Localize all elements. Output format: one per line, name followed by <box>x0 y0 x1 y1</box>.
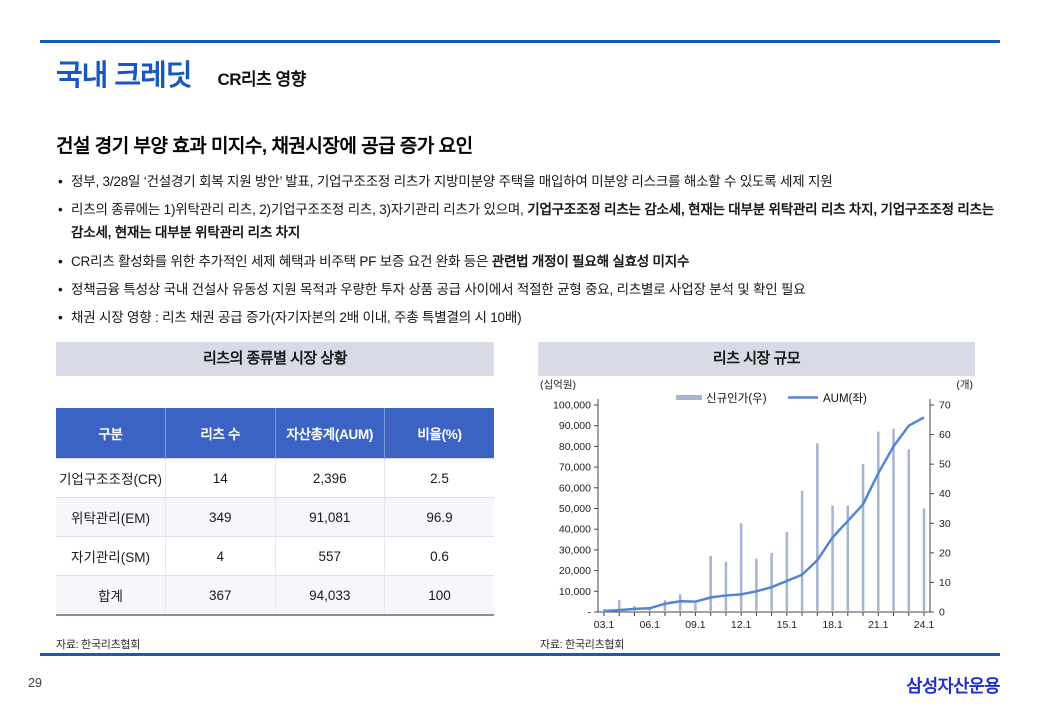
x-axis-tick-label: 06.1 <box>639 619 660 630</box>
page-subtitle: CR리츠 영향 <box>217 70 306 89</box>
cell: 기업구조조정(CR) <box>56 458 166 498</box>
bullet-text: CR리츠 활성화를 위한 추가적인 세제 혜택과 비주택 PF 보증 요건 완화… <box>71 253 492 269</box>
col-header: 자산총계(AUM) <box>274 408 385 459</box>
right-panel: 리츠 시장 규모 - 10,000 20,000 30,000 40,000 50,000… <box>538 342 975 630</box>
bullet-list: 정부, 3/28일 ‘건설경기 회복 지원 방안’ 발표, 기업구조조정 리츠가… <box>58 170 1000 334</box>
cell: 94,033 <box>274 575 385 615</box>
left-axis-tick-label: 80,000 <box>559 441 591 453</box>
left-axis-tick-label: 40,000 <box>559 524 591 536</box>
new-approvals-bars <box>602 428 926 612</box>
left-axis-tick-label: 90,000 <box>559 420 591 432</box>
right-axis-tick-label: 20 <box>939 547 951 559</box>
bullet-text: 채권 시장 영향 : 리츠 채권 공급 증가(자기자본의 2배 이내, 주총 특… <box>71 310 522 326</box>
right-axis-tick-label: 50 <box>939 459 951 471</box>
page-title: 국내 크레딧 <box>56 60 192 92</box>
x-axis-tick-label: 21.1 <box>868 619 889 630</box>
cell: 4 <box>165 536 275 576</box>
left-axis-tick-label: 10,000 <box>559 586 591 598</box>
cell: 349 <box>165 497 275 537</box>
bullet-text: 정부, 3/28일 ‘건설경기 회복 지원 방안’ 발표, 기업구조조정 리츠가… <box>71 174 833 189</box>
table-row: 기업구조조정(CR) 14 2,396 2.5 <box>56 458 494 498</box>
right-axis-tick-label: 10 <box>939 577 951 589</box>
left-panel: 리츠의 종류별 시장 상황 구분 리츠 수 자산총계(AUM) 비율(%) 기업… <box>56 342 494 616</box>
left-axis-tick-label: - <box>588 607 592 619</box>
left-axis-unit: (십억원) <box>540 379 576 391</box>
cell: 위탁관리(EM) <box>56 497 166 537</box>
x-axis-tick-label: 18.1 <box>822 619 843 630</box>
col-header: 구분 <box>56 408 166 459</box>
right-axis-tick-label: 30 <box>939 518 951 530</box>
right-axis-tick-label: 0 <box>939 607 945 619</box>
table-row: 합계 367 94,033 100 <box>56 575 494 615</box>
legend-bar-label: 신규인가(우) <box>706 392 767 405</box>
bottom-divider <box>40 653 1000 656</box>
cell: 2,396 <box>274 458 385 498</box>
right-axis-unit: (개) <box>956 379 973 391</box>
bullet-text: 정책금융 특성상 국내 건설사 유동성 지원 목적과 우량한 투자 상품 공급 … <box>71 281 806 297</box>
cell: 100 <box>384 575 494 615</box>
right-panel-title: 리츠 시장 규모 <box>538 342 975 376</box>
aum-line <box>603 416 925 613</box>
title-row: 국내 크레딧 CR리츠 영향 <box>56 52 306 94</box>
cell: 91,081 <box>274 497 385 537</box>
axes <box>594 399 934 616</box>
x-axis-tick-label: 03.1 <box>594 619 615 630</box>
left-axis-tick-label: 100,000 <box>553 400 591 412</box>
table-row: 위탁관리(EM) 349 91,081 96.9 <box>56 497 494 537</box>
left-axis-tick-label: 70,000 <box>559 462 591 474</box>
left-source: 자료: 한국리츠협회 <box>56 639 141 651</box>
left-axis-tick-label: 30,000 <box>559 544 591 556</box>
x-axis-tick-label: 15.1 <box>777 619 798 630</box>
left-axis-tick-label: 50,000 <box>559 503 591 515</box>
col-header: 리츠 수 <box>165 408 275 459</box>
cell: 96.9 <box>384 497 494 537</box>
reits-market-chart: - 10,000 20,000 30,000 40,000 50,000 60,000 70,… <box>540 379 973 630</box>
section-heading: 건설 경기 부양 효과 미지수, 채권시장에 공급 증가 요인 <box>56 136 473 157</box>
company-logo: 삼성자산운용 <box>906 676 1000 696</box>
left-axis-tick-label: 60,000 <box>559 482 591 494</box>
bullet-item: 정부, 3/28일 ‘건설경기 회복 지원 방안’ 발표, 기업구조조정 리츠가… <box>58 170 1000 193</box>
reits-type-table: 구분 리츠 수 자산총계(AUM) 비율(%) 기업구조조정(CR) 14 2,… <box>56 408 494 616</box>
x-axis-tick-label: 24.1 <box>914 619 935 630</box>
bullet-item: 리츠의 종류에는 1)위탁관리 리츠, 2)기업구조조정 리츠, 3)자기관리 … <box>58 198 1000 244</box>
table-row: 자기관리(SM) 4 557 0.6 <box>56 536 494 576</box>
cell: 0.6 <box>384 536 494 576</box>
cell: 14 <box>165 458 275 498</box>
page-number: 29 <box>28 676 42 690</box>
cell: 합계 <box>56 575 166 615</box>
top-divider <box>40 40 1000 43</box>
x-axis-tick-label: 09.1 <box>685 619 706 630</box>
x-axis-tick-label: 12.1 <box>731 619 752 630</box>
right-axis-tick-label: 60 <box>939 429 951 441</box>
table-header-row: 구분 리츠 수 자산총계(AUM) 비율(%) <box>56 408 494 459</box>
cell: 2.5 <box>384 458 494 498</box>
bullet-item: 정책금융 특성상 국내 건설사 유동성 지원 목적과 우량한 투자 상품 공급 … <box>58 278 1000 301</box>
bullet-text-bold: 기업구조조정 리츠는 감소세, 현재는 대부분 위탁관리 리츠 차지, 기업구조… <box>71 202 995 241</box>
cell: 자기관리(SM) <box>56 536 166 576</box>
right-axis-tick-label: 70 <box>939 400 951 412</box>
col-header: 비율(%) <box>384 408 494 459</box>
right-axis-tick-label: 40 <box>939 488 951 500</box>
bullet-text: 리츠의 종류에는 1)위탁관리 리츠, 2)기업구조조정 리츠, 3)자기관리 … <box>71 202 528 218</box>
bullet-item: CR리츠 활성화를 위한 추가적인 세제 혜택과 비주택 PF 보증 요건 완화… <box>58 250 1000 273</box>
left-axis-tick-label: 20,000 <box>559 565 591 577</box>
bullet-item: 채권 시장 영향 : 리츠 채권 공급 증가(자기자본의 2배 이내, 주총 특… <box>58 306 1000 329</box>
left-panel-title: 리츠의 종류별 시장 상황 <box>56 342 494 376</box>
cell: 557 <box>274 536 385 576</box>
bullet-text-bold: 관련법 개정이 필요해 실효성 미지수 <box>491 253 690 269</box>
legend-bar-swatch <box>676 395 702 400</box>
legend-line-label: AUM(좌) <box>823 392 867 405</box>
right-source: 자료: 한국리츠협회 <box>540 639 625 651</box>
cell: 367 <box>165 575 275 615</box>
